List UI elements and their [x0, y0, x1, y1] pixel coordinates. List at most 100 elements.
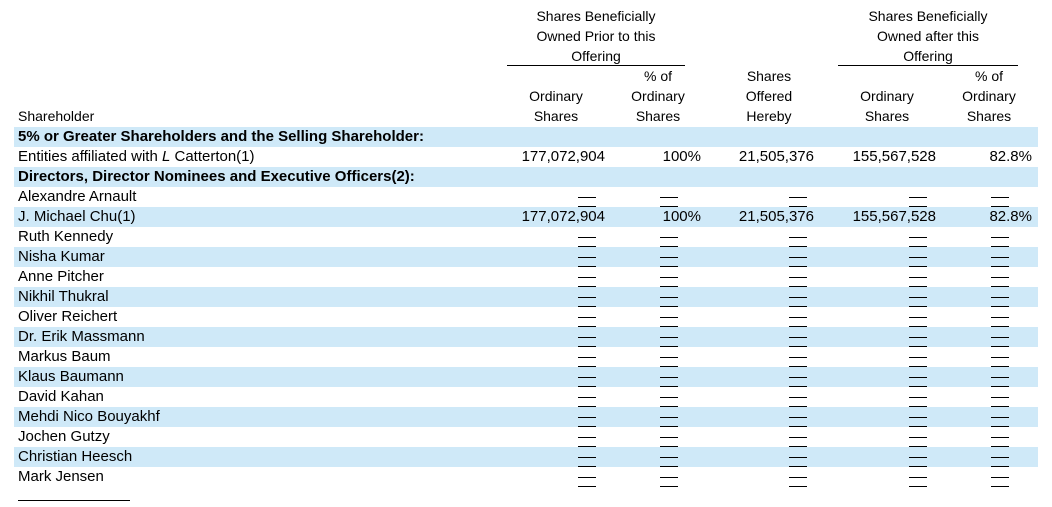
dash-cell-ord-after	[909, 187, 927, 207]
shareholder-name-text: Markus Baum	[18, 348, 111, 365]
dash-cell-ord-after	[909, 247, 927, 267]
dash-cell-pct-after	[991, 427, 1009, 447]
dash-cell-pct-prior	[660, 447, 678, 467]
table-row: Markus Baum	[14, 347, 1038, 367]
shareholder-name: Jochen Gutzy	[18, 427, 110, 447]
dash-cell-offered	[789, 367, 807, 387]
dash-cell-ord-prior	[578, 287, 596, 307]
table-row: J. Michael Chu(1) 177,072,904 100% 21,505,3…	[14, 207, 1038, 227]
dash-cell-offered	[789, 227, 807, 247]
dash-cell-pct-prior	[660, 227, 678, 247]
dash-cell-pct-after	[991, 367, 1009, 387]
dash-cell-offered	[789, 407, 807, 427]
shareholder-name: Mehdi Nico Bouyakhf	[18, 407, 160, 427]
shareholder-name-text: Entities affiliated with	[18, 148, 162, 165]
header-line: Ordinary	[860, 88, 914, 104]
section-header-row: Directors, Director Nominees and Executi…	[14, 167, 1038, 187]
value-cell-offered: 21,505,376	[738, 148, 814, 165]
dash-cell-ord-prior	[578, 407, 596, 427]
dash-cell-pct-prior	[660, 347, 678, 367]
shareholder-name-text: Christian Heesch	[18, 448, 133, 465]
table-row: Mehdi Nico Bouyakhf	[14, 407, 1038, 427]
dash-cell-offered	[789, 287, 807, 307]
dash-cell-ord-after	[909, 307, 927, 327]
dash-cell-pct-after	[991, 387, 1009, 407]
dash-cell-ord-after	[909, 447, 927, 467]
table-row: Jochen Gutzy	[14, 427, 1038, 447]
value-cell-ord-after: 155,567,528	[852, 148, 936, 165]
dash-cell-pct-after	[991, 347, 1009, 367]
shareholder-name: J. Michael Chu(1)	[18, 207, 136, 227]
dash-cell-offered	[789, 387, 807, 407]
table-row: Entities affiliated with L Catterton(1) 1…	[14, 147, 1038, 167]
value-cell-offered: 21,505,376	[738, 208, 814, 225]
dash-cell-pct-prior	[660, 467, 678, 487]
dash-cell-ord-after	[909, 267, 927, 287]
dash-cell-ord-prior	[578, 187, 596, 207]
dash-cell-ord-prior	[578, 247, 596, 267]
header-line: Shares	[864, 108, 910, 124]
dash-cell-ord-prior	[578, 227, 596, 247]
shareholder-name: Nisha Kumar	[18, 247, 105, 267]
header-line: Offered	[745, 88, 793, 104]
header-line: Shares	[533, 108, 579, 124]
dash-cell-pct-prior	[660, 307, 678, 327]
shareholder-name: David Kahan	[18, 387, 104, 407]
shareholder-name-text: Dr. Erik Massmann	[18, 328, 145, 345]
dash-cell-ord-prior	[578, 367, 596, 387]
value-cell-pct-after: 82.8%	[989, 148, 1032, 165]
value-cell-ord-after: 155,567,528	[852, 208, 936, 225]
header-line: Shares	[966, 108, 1012, 124]
dash-cell-offered	[789, 327, 807, 347]
header-group-after: Shares Beneficially Owned after this Off…	[838, 6, 1018, 66]
dash-cell-pct-prior	[660, 327, 678, 347]
dash-cell-pct-after	[991, 467, 1009, 487]
header-line: Ordinary	[962, 88, 1016, 104]
dash-cell-pct-after	[991, 247, 1009, 267]
dash-cell-ord-prior	[578, 327, 596, 347]
dash-cell-pct-after	[991, 327, 1009, 347]
table-row: David Kahan	[14, 387, 1038, 407]
header-offered: Shares Offered Hereby	[731, 66, 807, 126]
value-cell-pct-prior: 100%	[662, 208, 701, 225]
table-row: Nisha Kumar	[14, 247, 1038, 267]
dash-cell-ord-after	[909, 427, 927, 447]
dash-cell-ord-prior	[578, 267, 596, 287]
header-pct-prior: % of Ordinary Shares	[627, 66, 689, 126]
table-row: Christian Heesch	[14, 447, 1038, 467]
shareholder-name-text: J. Michael Chu(1)	[18, 208, 136, 225]
value-cell-pct-after: 82.8%	[989, 208, 1032, 225]
header-line: Shares	[635, 108, 681, 124]
header-group-after-line: Offering	[903, 48, 953, 64]
shareholder-name-text: Nisha Kumar	[18, 248, 105, 265]
shareholder-name-text: Oliver Reichert	[18, 308, 118, 325]
dash-cell-ord-after	[909, 367, 927, 387]
header-group-after-rule	[838, 65, 1018, 66]
dash-cell-offered	[789, 187, 807, 207]
dash-cell-ord-after	[909, 287, 927, 307]
header-pct-after: % of Ordinary Shares	[958, 66, 1020, 126]
shareholder-name-text: 5% or Greater Shareholders and the Selli…	[18, 128, 424, 145]
section-header-row: 5% or Greater Shareholders and the Selli…	[14, 127, 1038, 147]
header-group-prior-line: Owned Prior to this	[536, 28, 656, 44]
table-row: Alexandre Arnault	[14, 187, 1038, 207]
header-ordinary-after: Ordinary Shares	[838, 86, 936, 126]
dash-cell-pct-prior	[660, 387, 678, 407]
shareholder-name: Klaus Baumann	[18, 367, 124, 387]
dash-cell-ord-prior	[578, 427, 596, 447]
shareholder-name: Anne Pitcher	[18, 267, 104, 287]
shareholder-name: Nikhil Thukral	[18, 287, 109, 307]
dash-cell-ord-after	[909, 467, 927, 487]
header-group-after-line: Shares Beneficially	[868, 8, 988, 24]
shareholder-name: Christian Heesch	[18, 447, 132, 467]
table-row: Nikhil Thukral	[14, 287, 1038, 307]
header-group-prior-line: Shares Beneficially	[536, 8, 656, 24]
dash-cell-pct-after	[991, 307, 1009, 327]
dash-cell-pct-after	[991, 187, 1009, 207]
dash-cell-offered	[789, 267, 807, 287]
dash-cell-ord-after	[909, 347, 927, 367]
shareholder-name-text: Jochen Gutzy	[18, 428, 110, 445]
dash-cell-ord-prior	[578, 447, 596, 467]
shareholder-name: Entities affiliated with L Catterton(1)	[18, 147, 255, 167]
header-ordinary-prior: Ordinary Shares	[507, 86, 605, 126]
